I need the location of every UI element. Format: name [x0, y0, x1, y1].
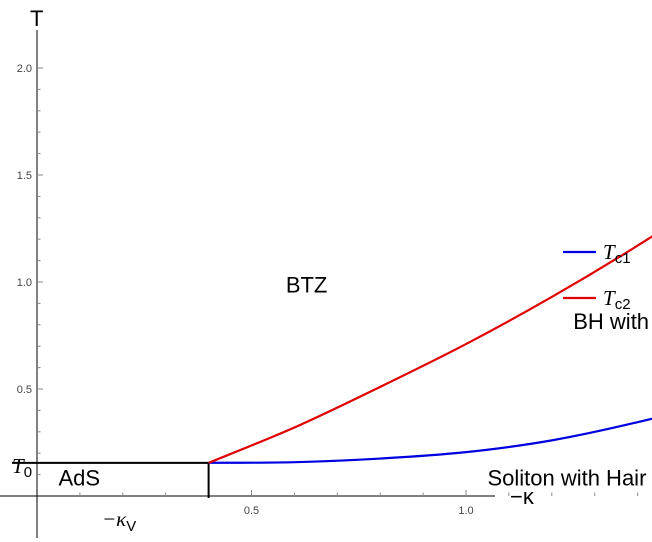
legend-label-c2: Tc2	[603, 286, 631, 313]
legend-label-c1: Tc1	[603, 240, 631, 267]
axes: −κ T	[0, 6, 535, 538]
region-label: AdS	[58, 465, 100, 490]
t0-label-sub: 0	[24, 464, 32, 481]
y-tick-label: 0.5	[17, 384, 32, 396]
series-line-c1	[208, 417, 652, 464]
legend: Tc1 Tc2	[563, 240, 631, 313]
ticks: 0.51.01.52.00.51.01.52.0	[17, 63, 639, 517]
legend-label-sub: c1	[615, 250, 631, 267]
t0-label: T0	[12, 454, 32, 481]
kappa-v-label-sub: V	[126, 518, 136, 535]
kappa-v-label: −κV	[102, 507, 136, 535]
curves	[208, 235, 652, 464]
x-tick-label: 1.0	[458, 505, 473, 517]
region-label: BH with Hair	[573, 309, 652, 334]
legend-label-sub: c2	[615, 296, 631, 313]
y-tick-label: 1.0	[17, 277, 32, 289]
series-line-c2	[208, 235, 652, 464]
x-tick-label: 0.5	[244, 505, 259, 517]
y-tick-label: 2.0	[17, 63, 32, 75]
region-label: BTZ	[286, 273, 328, 298]
ads-boundary	[12, 461, 210, 498]
x-axis-label: −κ	[510, 484, 535, 509]
y-axis-label: T	[30, 6, 43, 31]
y-tick-label: 1.5	[17, 170, 32, 182]
region-label: Soliton with Hair	[487, 465, 646, 490]
